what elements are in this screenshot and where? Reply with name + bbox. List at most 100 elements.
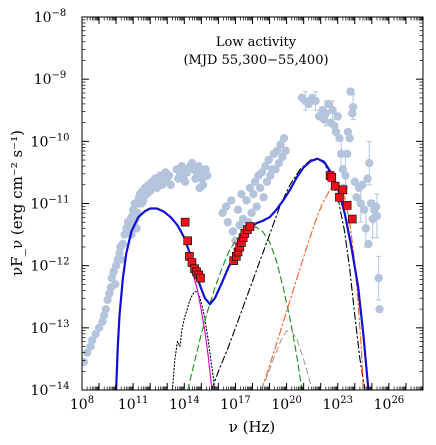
archival-point <box>233 205 243 214</box>
x-tick-label: 1011 <box>118 395 149 413</box>
archival-point <box>203 171 212 180</box>
archival-point <box>278 152 287 162</box>
archival-point <box>221 202 231 211</box>
archival-point <box>261 162 270 171</box>
archival-point <box>375 304 384 314</box>
archival-point <box>245 183 255 193</box>
archival-point <box>271 165 280 174</box>
hadronic-curve <box>260 184 364 390</box>
archival-point <box>111 280 120 289</box>
archival-point <box>333 112 342 121</box>
archival-point <box>195 183 204 193</box>
archival-point <box>365 158 374 168</box>
y-tick-label: 10−11 <box>31 195 70 213</box>
low-activity-point <box>183 236 193 246</box>
y-axis-label: νF_ν (erg cm⁻² s⁻¹) <box>8 130 26 276</box>
archival-point <box>346 87 355 96</box>
low-activity-point <box>196 273 205 283</box>
archival-point <box>257 168 267 177</box>
low-activity-point <box>342 201 352 210</box>
archival-point <box>139 196 148 205</box>
archival-point <box>194 162 203 171</box>
archival-point <box>335 134 344 143</box>
archival-point <box>304 99 313 109</box>
archival-point <box>255 183 265 193</box>
archival-point <box>235 221 244 230</box>
annotation-line1: Low activity <box>216 35 297 50</box>
archival-point <box>94 323 104 333</box>
archival-point <box>228 227 238 236</box>
archival-point <box>336 149 346 158</box>
archival-point <box>374 273 383 283</box>
data-layer <box>82 87 384 390</box>
y-tick-label: 10−8 <box>34 8 67 26</box>
archival-point <box>345 134 354 143</box>
archival-point <box>252 202 261 211</box>
archival-point <box>350 177 359 186</box>
archival-point <box>372 211 382 221</box>
archival-point <box>249 189 258 199</box>
x-tick-label: 1023 <box>322 395 353 413</box>
y-tick-label: 10−13 <box>31 319 70 337</box>
archival-point <box>321 109 331 118</box>
archival-point <box>342 149 352 158</box>
low-activity-point <box>327 173 337 182</box>
archival-point <box>226 196 236 205</box>
x-tick-label: 108 <box>70 395 94 413</box>
archival-point <box>118 239 128 249</box>
archival-point <box>223 217 232 227</box>
archival-point <box>311 96 320 106</box>
archival-point <box>264 155 273 165</box>
archival-point <box>364 239 373 249</box>
archival-point <box>146 186 155 196</box>
y-tick-label: 10−12 <box>31 257 70 275</box>
archival-point <box>262 177 272 186</box>
archival-point <box>101 304 111 314</box>
archival-point <box>247 208 256 218</box>
low-activity-point <box>335 192 344 202</box>
archival-point <box>363 174 372 183</box>
archival-point <box>82 357 88 367</box>
archival-point <box>273 146 282 155</box>
x-tick-label: 1014 <box>169 395 200 413</box>
x-axis-label: ν (Hz) <box>229 418 276 436</box>
archival-point <box>281 146 290 155</box>
annotation-line2: (MJD 55,300−55,400) <box>183 53 328 68</box>
archival-point <box>250 177 260 186</box>
low-activity-point <box>330 181 340 191</box>
low-activity-point <box>347 214 357 224</box>
archival-point <box>166 180 175 190</box>
archival-point <box>328 106 337 115</box>
archival-point <box>356 199 365 208</box>
y-tick-label: 10−10 <box>31 132 70 150</box>
archival-point <box>276 140 285 149</box>
archival-point <box>88 336 97 345</box>
y-tick-label: 10−14 <box>31 381 70 399</box>
archival-point <box>82 348 92 357</box>
archival-point <box>331 127 341 137</box>
archival-point <box>237 189 246 199</box>
disk-curve <box>171 291 216 390</box>
x-tick-label: 1017 <box>220 395 251 413</box>
cascade-curve <box>260 330 313 390</box>
x-tick-label: 1020 <box>271 395 302 413</box>
archival-point <box>279 134 289 143</box>
archival-point <box>91 329 100 339</box>
archival-point <box>164 171 174 180</box>
total-model-curve <box>115 157 370 390</box>
low-activity-point <box>245 222 255 231</box>
archival-point <box>348 102 358 112</box>
archival-point <box>359 205 369 214</box>
archival-point <box>218 208 227 218</box>
x-tick-label: 1026 <box>374 395 405 413</box>
archival-point <box>324 99 333 109</box>
low-activity-point <box>338 185 348 195</box>
archival-point <box>259 193 268 202</box>
archival-point <box>180 177 190 186</box>
axis-ticks: 108 1011 1014 1017 1020 1023 1026 10−14 10−13 10−… <box>31 8 424 413</box>
archival-point <box>361 224 371 233</box>
archival-point <box>348 109 357 118</box>
y-tick-label: 10−9 <box>34 70 67 88</box>
low-activity-point <box>180 217 190 227</box>
